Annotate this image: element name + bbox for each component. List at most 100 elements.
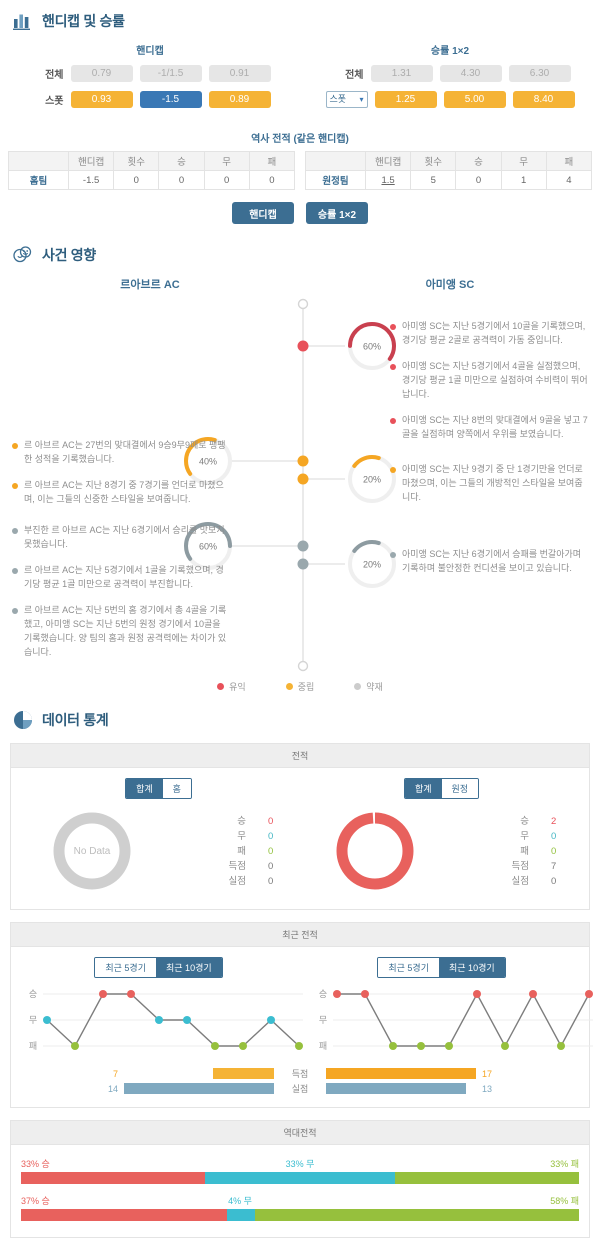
recent-toggles: 최근 5경기 최근 10경기 최근 5경기 최근 10경기	[17, 957, 583, 978]
h2h-row-2-labels: 37% 승 4% 무 58% 패	[21, 1194, 579, 1207]
home-form-chart-wrap: 승 무 패	[17, 980, 307, 1065]
h2h-row-1-labels: 33% 승 33% 무 33% 패	[21, 1157, 579, 1170]
away-handicap: 1.5	[364, 170, 412, 190]
home-donut-nodata-text: No Data	[74, 846, 111, 857]
stat-value: 0	[268, 830, 274, 842]
home-bullets-neutral: 르 아브르 AC는 27번의 맞대결에서 9승9무9패로 팽팽한 성적을 기록했…	[12, 439, 227, 519]
odds1x2-spot-home[interactable]: 1.25	[374, 91, 437, 108]
stat-value: 0	[268, 875, 274, 887]
away-loss: 4	[545, 170, 593, 190]
odds-area: 핸디캡 전체 0.79 -1/1.5 0.91 스폿 0.93 -1.5 0.8…	[0, 36, 600, 123]
home-toggle-wrap: 합계 홈	[17, 778, 300, 799]
away-draw: 1	[500, 170, 547, 190]
home-record-half: No Data 승 0 무 0 패	[17, 805, 300, 897]
event-legend: 유익 중립 약재	[0, 676, 600, 699]
bookmaker-select[interactable]: 스폿 ▾	[325, 91, 368, 108]
home-recent-toggle[interactable]: 최근 5경기 최근 10경기	[94, 957, 223, 978]
handicap-all-odd-2[interactable]: 0.91	[208, 65, 271, 82]
legend-label: 중립	[297, 682, 315, 692]
recent-panel-head: 최근 전적	[11, 923, 589, 947]
stat-value: 7	[551, 860, 557, 872]
odds1x2-spot-away[interactable]: 8.40	[512, 91, 575, 108]
stat-key: 득점	[228, 860, 246, 872]
list-item: 아미앵 SC는 지난 9경기 중 단 1경기만을 언더로 마쳤으며, 이는 그들…	[390, 463, 590, 505]
recent-form-panel: 최근 전적 최근 5경기 최근 10경기 최근 5경기 최근 10경기	[10, 922, 593, 1108]
handicap-row-spot-label: 스폿	[45, 96, 64, 107]
h2h-draw-label: 33% 무	[285, 1159, 315, 1169]
handicap-spot-line[interactable]: -1.5	[139, 91, 202, 108]
away-record-toggle[interactable]: 합계 원정	[403, 778, 480, 799]
col-count: 횟수	[410, 151, 457, 171]
h2h-draw-segment	[205, 1172, 395, 1184]
odds1x2-all-draw[interactable]: 4.30	[439, 65, 502, 82]
timeline-node-neutral-1	[297, 455, 309, 467]
faces-icon	[13, 246, 32, 263]
home-form-line-chart: 승 무 패	[29, 989, 303, 1051]
odds1x2-all-away[interactable]: 6.30	[508, 65, 571, 82]
form-charts-row: 승 무 패	[17, 980, 593, 1065]
timeline-node-negative-1	[297, 540, 309, 552]
record-stats-row: No Data 승 0 무 0 패	[17, 805, 583, 897]
stat-value: 2	[551, 815, 557, 827]
h2h-draw-label: 4% 무	[228, 1196, 252, 1206]
list-item: 아미앵 SC는 지난 8번의 맞대결에서 9골을 넣고 7골을 실점하며 양쪽에…	[390, 414, 590, 442]
away-goals-against-bar	[326, 1083, 466, 1094]
stat-key: 패	[520, 845, 529, 857]
bullet-text: 부진한 르 아브르 AC는 지난 6경기에서 승리를 맛보지 못했습니다.	[24, 525, 225, 549]
list-item: 부진한 르 아브르 AC는 지난 6경기에서 승리를 맛보지 못했습니다.	[12, 524, 227, 552]
table-header-row: 핸디캡 횟수 승 무 패	[8, 151, 296, 171]
home-record-toggle[interactable]: 합계 홈	[125, 778, 192, 799]
odds1x2-title: 승률 1×2	[430, 46, 470, 57]
away-count: 5	[410, 170, 457, 190]
stat-key: 무	[520, 830, 529, 842]
svg-text:60%: 60%	[199, 542, 217, 552]
h2h-win-segment	[21, 1209, 228, 1221]
home-goals-against-bar	[124, 1083, 274, 1094]
handicap-all-line[interactable]: -1/1.5	[139, 65, 202, 82]
handicap-spot-odd-2[interactable]: 0.89	[208, 91, 271, 108]
away-toggle-last5[interactable]: 최근 5경기	[378, 958, 439, 977]
home-team-label: 홈팀	[8, 170, 69, 190]
axis-label-draw: 무	[29, 1015, 37, 1025]
bullet-dot-icon	[12, 528, 18, 534]
recent-panel-body: 최근 5경기 최근 10경기 최근 5경기 최근 10경기 승 무	[11, 947, 593, 1107]
list-item: 득점 0	[167, 859, 286, 874]
stat-value: 0	[551, 830, 557, 842]
handicap-spot-odd-1[interactable]: 0.93	[70, 91, 133, 108]
timeline-node-neutral-2	[297, 473, 309, 485]
list-item: 르 아브르 AC는 지난 8경기 중 7경기를 언더로 마쳤으며, 이는 그들의…	[12, 479, 227, 507]
odds1x2-spot-draw[interactable]: 5.00	[443, 91, 506, 108]
odds1x2-all-home[interactable]: 1.31	[370, 65, 433, 82]
home-toggle-total[interactable]: 합계	[126, 779, 163, 798]
away-goals-for-value: 17	[482, 1068, 493, 1079]
record-panel: 전적 합계 홈 합계 원정	[10, 743, 590, 910]
tab-odds-1x2[interactable]: 승률 1×2	[306, 202, 368, 224]
list-item: 무 0	[167, 829, 286, 844]
legend-item-negative: 약재	[354, 680, 383, 693]
home-donut-box: No Data	[17, 805, 167, 897]
stat-key: 승	[237, 815, 246, 827]
away-toggle-total[interactable]: 합계	[404, 779, 442, 798]
tab-handicap[interactable]: 핸디캡	[232, 202, 294, 224]
h2h-win-segment	[21, 1172, 206, 1184]
away-toggle-away[interactable]: 원정	[441, 779, 479, 798]
home-recent-toggle-wrap: 최근 5경기 최근 10경기	[17, 957, 300, 978]
legend-item-neutral: 중립	[285, 680, 315, 693]
home-toggle-last5[interactable]: 최근 5경기	[95, 958, 156, 977]
home-toggle-home[interactable]: 홈	[162, 779, 191, 798]
home-toggle-last10[interactable]: 최근 10경기	[156, 958, 222, 977]
away-toggle-last10[interactable]: 최근 10경기	[439, 958, 505, 977]
stat-key: 패	[237, 845, 246, 857]
away-donut-box	[300, 805, 450, 897]
stat-value: 0	[268, 845, 274, 857]
page-title: 핸디캡 및 승률	[42, 13, 125, 29]
legend-dot-icon	[217, 683, 225, 690]
handicap-all-odd-1[interactable]: 0.79	[70, 65, 133, 82]
away-recent-toggle[interactable]: 최근 5경기 최근 10경기	[377, 957, 506, 978]
col-count: 횟수	[113, 151, 160, 171]
ring-away-20-neutral: 20%	[348, 455, 396, 503]
away-goals-for-bar	[326, 1068, 476, 1079]
away-bullets-negative: 아미앵 SC는 지난 6경기에서 승패를 번갈아가며 기록하며 불안정한 컨디션…	[390, 548, 590, 588]
bookmaker-select-value: 스폿	[329, 94, 347, 104]
